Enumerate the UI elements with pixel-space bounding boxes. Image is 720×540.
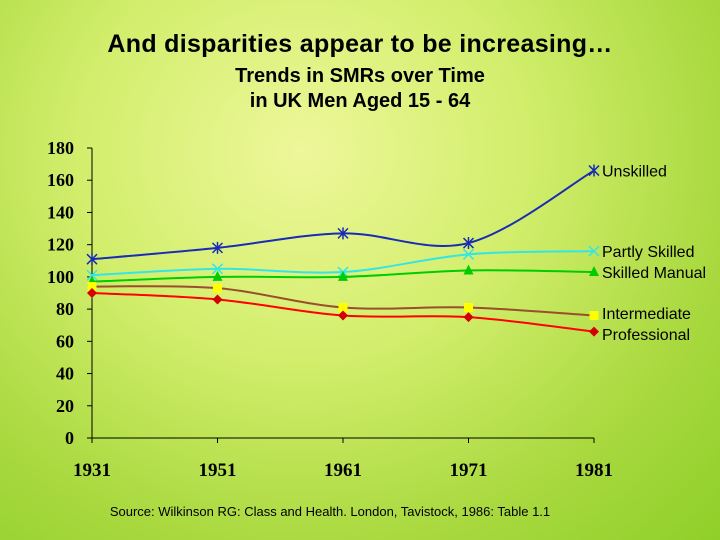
data-point-unskilled-1961 — [337, 227, 349, 240]
data-point-professional-1961 — [338, 310, 348, 321]
x-tick-label: 1951 — [199, 460, 237, 481]
y-tick-label: 40 — [56, 364, 74, 384]
data-point-partly-skilled-1951 — [211, 263, 224, 275]
data-point-unskilled-1981 — [588, 164, 600, 177]
data-point-skilled-manual-1971 — [463, 264, 474, 275]
source-note: Source: Wilkinson RG: Class and Health. … — [109, 504, 551, 519]
series-label-intermediate: Intermediate — [602, 306, 691, 323]
y-tick-label: 80 — [56, 299, 74, 319]
y-tick-label: 20 — [56, 396, 74, 416]
data-point-partly-skilled-1931 — [86, 269, 98, 281]
subtitle-line-2: in UK Men Aged 15 - 64 — [249, 90, 471, 112]
data-point-professional-1981 — [589, 326, 599, 337]
y-tick-label: 100 — [47, 267, 74, 287]
y-tick-label: 0 — [65, 428, 74, 448]
data-point-intermediate-1961 — [338, 303, 348, 312]
data-point-unskilled-1931 — [86, 253, 98, 266]
data-point-partly-skilled-1971 — [462, 248, 475, 260]
series-label-partly-skilled: Partly Skilled — [602, 244, 694, 261]
data-point-intermediate-1971 — [464, 303, 473, 312]
slide-title: And disparities appear to be increasing… — [107, 30, 613, 58]
data-point-unskilled-1971 — [462, 237, 475, 250]
x-tick-label: 1931 — [73, 460, 111, 481]
data-point-intermediate-1951 — [213, 283, 222, 293]
series-label-professional: Professional — [602, 327, 690, 344]
x-tick-label: 1961 — [324, 460, 362, 481]
y-tick-label: 180 — [47, 138, 74, 158]
y-tick-label: 60 — [56, 331, 74, 351]
y-tick-label: 160 — [47, 170, 74, 190]
data-point-skilled-manual-1961 — [338, 270, 348, 281]
series-label-skilled-manual: Skilled Manual — [602, 265, 706, 282]
data-point-skilled-manual-1981 — [589, 266, 599, 277]
y-tick-label: 140 — [47, 202, 74, 222]
x-tick-label: 1981 — [575, 460, 613, 481]
data-point-professional-1971 — [463, 312, 474, 323]
data-point-intermediate-1981 — [589, 311, 599, 321]
series-unskilled — [91, 169, 595, 261]
series-label-unskilled: Unskilled — [602, 164, 667, 181]
chart-subtitle: Trends in SMRs over Time in UK Men Aged … — [140, 64, 580, 114]
subtitle-line-1: Trends in SMRs over Time — [235, 65, 485, 87]
x-tick-label: 1971 — [450, 460, 488, 481]
series-line-unskilled — [91, 169, 595, 261]
data-point-partly-skilled-1981 — [588, 245, 600, 257]
data-point-intermediate-1931 — [87, 282, 97, 292]
data-point-unskilled-1951 — [211, 241, 224, 254]
data-point-skilled-manual-1951 — [212, 270, 223, 281]
data-point-professional-1931 — [87, 288, 97, 298]
data-point-professional-1951 — [212, 294, 223, 305]
y-tick-label: 120 — [47, 235, 74, 255]
